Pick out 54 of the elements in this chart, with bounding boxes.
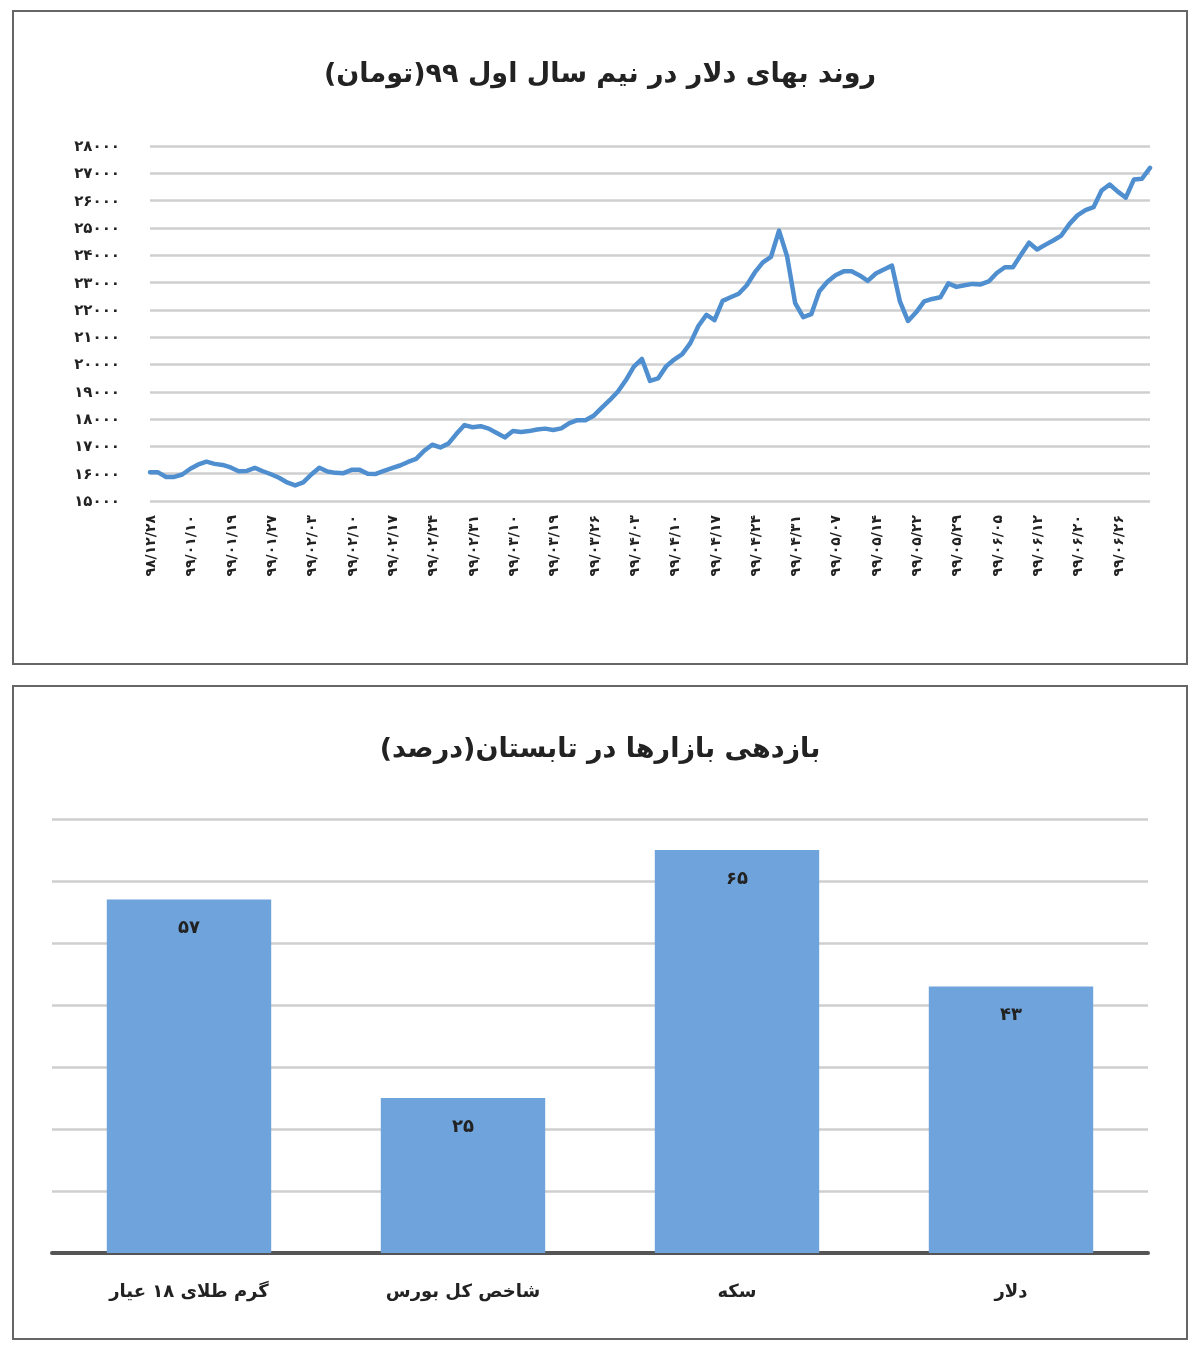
x-tick-label: ۹۸/۱۲/۲۸ [142, 514, 158, 577]
x-tick-label: ۹۹/۰۱/۱۹ [222, 514, 239, 577]
bar [106, 899, 272, 1253]
x-tick-label: ۹۹/۰۶/۲۶ [1109, 515, 1126, 577]
y-tick-label: ۲۰۰۰۰ [74, 355, 120, 374]
x-tick-label: ۹۹/۰۲/۲۴ [424, 514, 441, 577]
y-tick-label: ۲۶۰۰۰ [74, 191, 120, 210]
data-label: ۶۵ [726, 866, 748, 888]
data-label: ۴۳ [1000, 1002, 1022, 1024]
y-tick-label: ۲۸۰۰۰ [74, 137, 120, 155]
x-tick-label: ۹۹/۰۳/۲۶ [585, 515, 602, 577]
y-tick-label: ۱۷۰۰۰ [74, 437, 120, 456]
chart-title: روند بهای دلار در نیم سال اول ۹۹(تومان) [323, 57, 877, 89]
bar [380, 1098, 546, 1253]
chart-title: بازدهی بازارها در تابستان(درصد) [379, 732, 821, 764]
x-tick-label: شاخص کل بورس [385, 1279, 541, 1302]
x-tick-label: ۹۹/۰۶/۲۰ [1069, 515, 1086, 577]
bar [654, 850, 820, 1253]
x-tick-label: ۹۹/۰۵/۲۹ [948, 514, 965, 577]
x-tick-label: ۹۹/۰۴/۲۴ [746, 514, 763, 577]
y-tick-label: ۲۱۰۰۰ [74, 328, 120, 347]
x-tick-label: ۹۹/۰۱/۲۷ [262, 514, 279, 577]
x-tick-label: ۹۹/۰۱/۱۰ [182, 515, 199, 577]
x-tick-label: گرم طلای ۱۸ عیار [108, 1279, 270, 1302]
y-tick-label: ۲۷۰۰۰ [74, 164, 120, 183]
y-tick-label: ۲۴۰۰۰ [74, 246, 120, 265]
x-tick-label: ۹۹/۰۴/۱۷ [706, 514, 723, 577]
y-tick-label: ۱۸۰۰۰ [74, 410, 120, 429]
data-label: ۲۵ [452, 1114, 474, 1136]
x-tick-label: ۹۹/۰۳/۱۰ [504, 515, 521, 577]
y-tick-label: ۱۵۰۰۰ [74, 492, 120, 510]
x-tick-label: سکه [717, 1279, 757, 1301]
x-tick-label: ۹۹/۰۴/۰۳ [625, 514, 642, 577]
x-tick-label: ۹۹/۰۲/۱۰ [343, 515, 360, 577]
x-tick-label: دلار [993, 1279, 1028, 1301]
y-tick-label: ۲۲۰۰۰ [74, 300, 120, 319]
x-tick-label: ۹۹/۰۲/۳۱ [464, 515, 481, 577]
bar [928, 986, 1094, 1253]
y-tick-label: ۲۵۰۰۰ [74, 218, 120, 237]
x-tick-label: ۹۹/۰۶/۱۲ [1029, 514, 1046, 577]
y-tick-label: ۱۶۰۰۰ [74, 464, 120, 483]
data-label: ۵۷ [178, 916, 200, 938]
x-tick-label: ۹۹/۰۳/۱۹ [545, 514, 562, 577]
y-tick-label: ۲۳۰۰۰ [74, 273, 120, 292]
x-tick-label: ۹۹/۰۵/۰۷ [827, 514, 844, 577]
line-series [147, 165, 1153, 488]
x-tick-label: ۹۹/۰۴/۳۱ [787, 515, 804, 577]
y-tick-label: ۱۹۰۰۰ [74, 382, 120, 401]
x-tick-label: ۹۹/۰۵/۲۲ [908, 514, 925, 577]
x-tick-label: ۹۹/۰۴/۱۰ [666, 515, 683, 577]
x-tick-label: ۹۹/۰۲/۰۳ [303, 514, 320, 577]
x-tick-label: ۹۹/۰۲/۱۷ [383, 514, 400, 577]
x-tick-label: ۹۹/۰۶/۰۵ [988, 514, 1005, 577]
x-tick-label: ۹۹/۰۵/۱۴ [867, 514, 884, 577]
